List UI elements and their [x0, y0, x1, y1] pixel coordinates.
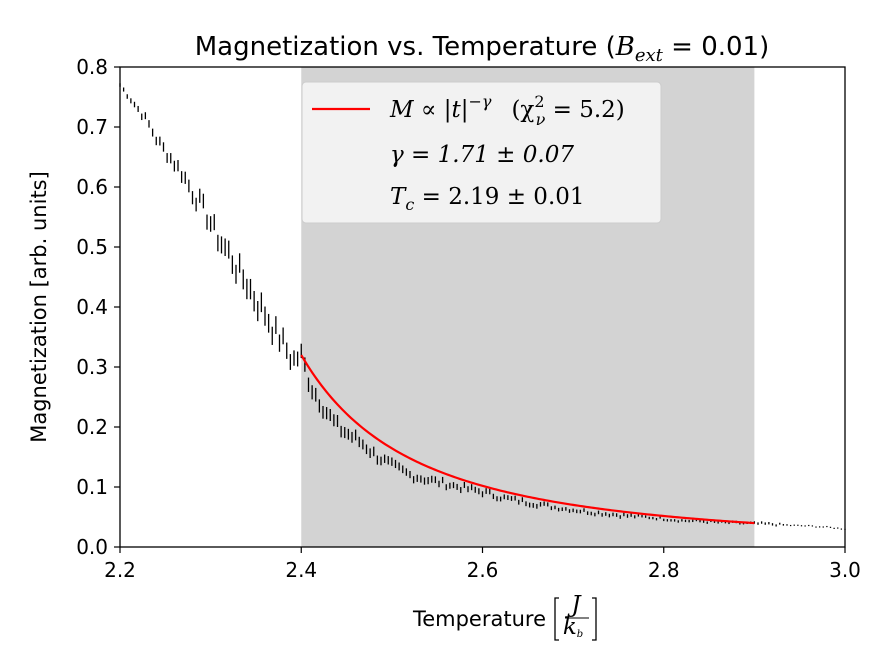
legend-tc-sub: c	[405, 195, 414, 214]
legend-fit-model: M ∝ |t|	[389, 97, 468, 123]
x-tick-label: 2.6	[467, 558, 499, 582]
legend-chi-value: = 5.2)	[545, 97, 624, 123]
unit-denominator: kb	[563, 614, 583, 640]
y-tick-label: 0.8	[76, 55, 108, 79]
title-sym: B	[615, 32, 635, 62]
legend-tc-main: T	[390, 184, 407, 210]
y-tick-label: 0.4	[76, 295, 108, 319]
legend-line-1: M ∝ |t|−γ (χ2 ν = 5.2)	[389, 92, 625, 129]
x-tick-label: 2.8	[648, 558, 680, 582]
y-tick-label: 0.6	[76, 175, 108, 199]
legend-gamma: γ = 1.71 ± 0.07	[390, 142, 574, 168]
x-axis-ticks: 2.2 2.4 2.6 2.8 3.0	[104, 547, 861, 582]
unit-den-main: k	[563, 614, 577, 640]
x-tick-label: 2.2	[104, 558, 136, 582]
unit-numerator: J	[567, 592, 582, 618]
title-sub: ext	[635, 45, 664, 66]
legend-tc-value: = 2.19 ± 0.01	[414, 184, 584, 210]
legend-tc: Tc = 2.19 ± 0.01	[390, 184, 585, 214]
y-tick-label: 0.5	[76, 235, 108, 259]
y-tick-label: 0.3	[76, 355, 108, 379]
x-axis-label: Temperature	[412, 607, 546, 631]
fit-curve	[300, 354, 755, 525]
legend-chi-sub: ν	[536, 110, 546, 129]
x-tick-label: 2.4	[285, 558, 317, 582]
x-tick-label: 3.0	[829, 558, 861, 582]
y-tick-label: 0.0	[76, 535, 108, 559]
y-tick-label: 0.1	[76, 475, 108, 499]
unit-den-sub: b	[577, 629, 583, 640]
title-rest: = 0.01)	[663, 32, 769, 62]
left-bracket	[554, 597, 559, 641]
legend-chi-open: (χ	[511, 97, 534, 123]
y-axis-label: Magnetization [arb. units]	[27, 171, 51, 443]
y-axis-ticks: 0.0 0.1 0.2 0.3 0.4 0.5 0.6 0.7 0.8	[76, 55, 120, 559]
right-bracket	[592, 597, 597, 641]
x-axis-unit: J kb	[554, 592, 597, 641]
legend-fit-exponent: −γ	[468, 92, 491, 111]
y-tick-label: 0.2	[76, 415, 108, 439]
legend-box	[301, 81, 662, 224]
title-main: Magnetization vs. Temperature (	[195, 32, 616, 62]
chart-title: Magnetization vs. Temperature (Bext = 0.…	[195, 32, 770, 66]
legend: M ∝ |t|−γ (χ2 ν = 5.2) γ = 1.71 ± 0.07 Tc …	[301, 81, 662, 224]
legend-chi-sup: 2	[534, 92, 544, 111]
y-tick-label: 0.7	[76, 115, 108, 139]
